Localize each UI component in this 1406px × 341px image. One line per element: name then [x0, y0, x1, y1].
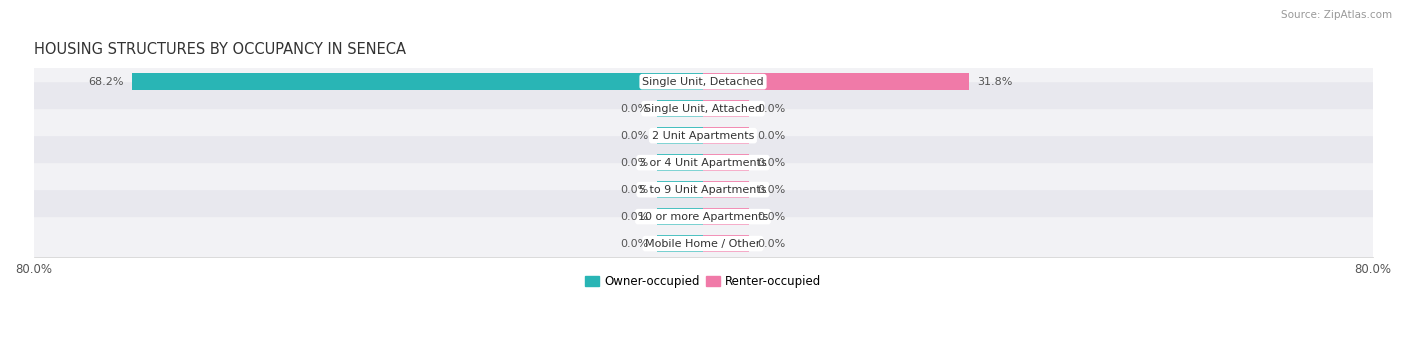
Text: Single Unit, Attached: Single Unit, Attached	[644, 104, 762, 114]
FancyBboxPatch shape	[30, 190, 1376, 243]
FancyBboxPatch shape	[30, 136, 1376, 189]
Text: 10 or more Apartments: 10 or more Apartments	[638, 212, 768, 222]
Text: 5 to 9 Unit Apartments: 5 to 9 Unit Apartments	[640, 184, 766, 195]
Bar	[657, 208, 703, 225]
Text: 0.0%: 0.0%	[620, 158, 648, 168]
Text: 0.0%: 0.0%	[758, 131, 786, 140]
Text: 0.0%: 0.0%	[758, 184, 786, 195]
Text: HOUSING STRUCTURES BY OCCUPANCY IN SENECA: HOUSING STRUCTURES BY OCCUPANCY IN SENEC…	[34, 42, 405, 57]
Text: 2 Unit Apartments: 2 Unit Apartments	[652, 131, 754, 140]
Text: 0.0%: 0.0%	[758, 239, 786, 249]
FancyBboxPatch shape	[30, 82, 1376, 135]
Text: 0.0%: 0.0%	[620, 212, 648, 222]
Bar	[657, 154, 703, 171]
Text: 0.0%: 0.0%	[620, 184, 648, 195]
Bar	[703, 235, 749, 252]
Text: Single Unit, Detached: Single Unit, Detached	[643, 77, 763, 87]
Bar	[657, 100, 703, 117]
FancyBboxPatch shape	[30, 55, 1376, 108]
Bar	[703, 154, 749, 171]
Text: 0.0%: 0.0%	[758, 104, 786, 114]
Text: Mobile Home / Other: Mobile Home / Other	[645, 239, 761, 249]
Text: 0.0%: 0.0%	[758, 158, 786, 168]
Text: 3 or 4 Unit Apartments: 3 or 4 Unit Apartments	[640, 158, 766, 168]
Bar	[657, 127, 703, 144]
Bar	[657, 235, 703, 252]
Legend: Owner-occupied, Renter-occupied: Owner-occupied, Renter-occupied	[581, 270, 825, 293]
Bar	[703, 127, 749, 144]
Text: 0.0%: 0.0%	[758, 212, 786, 222]
Bar	[132, 73, 703, 90]
Bar	[703, 181, 749, 198]
Text: 68.2%: 68.2%	[89, 77, 124, 87]
Bar	[703, 73, 969, 90]
Bar	[703, 100, 749, 117]
Bar	[703, 208, 749, 225]
FancyBboxPatch shape	[30, 217, 1376, 270]
Text: 0.0%: 0.0%	[620, 239, 648, 249]
Text: Source: ZipAtlas.com: Source: ZipAtlas.com	[1281, 10, 1392, 20]
FancyBboxPatch shape	[30, 109, 1376, 162]
Text: 0.0%: 0.0%	[620, 104, 648, 114]
Bar	[657, 181, 703, 198]
FancyBboxPatch shape	[30, 163, 1376, 216]
Text: 0.0%: 0.0%	[620, 131, 648, 140]
Text: 31.8%: 31.8%	[977, 77, 1012, 87]
